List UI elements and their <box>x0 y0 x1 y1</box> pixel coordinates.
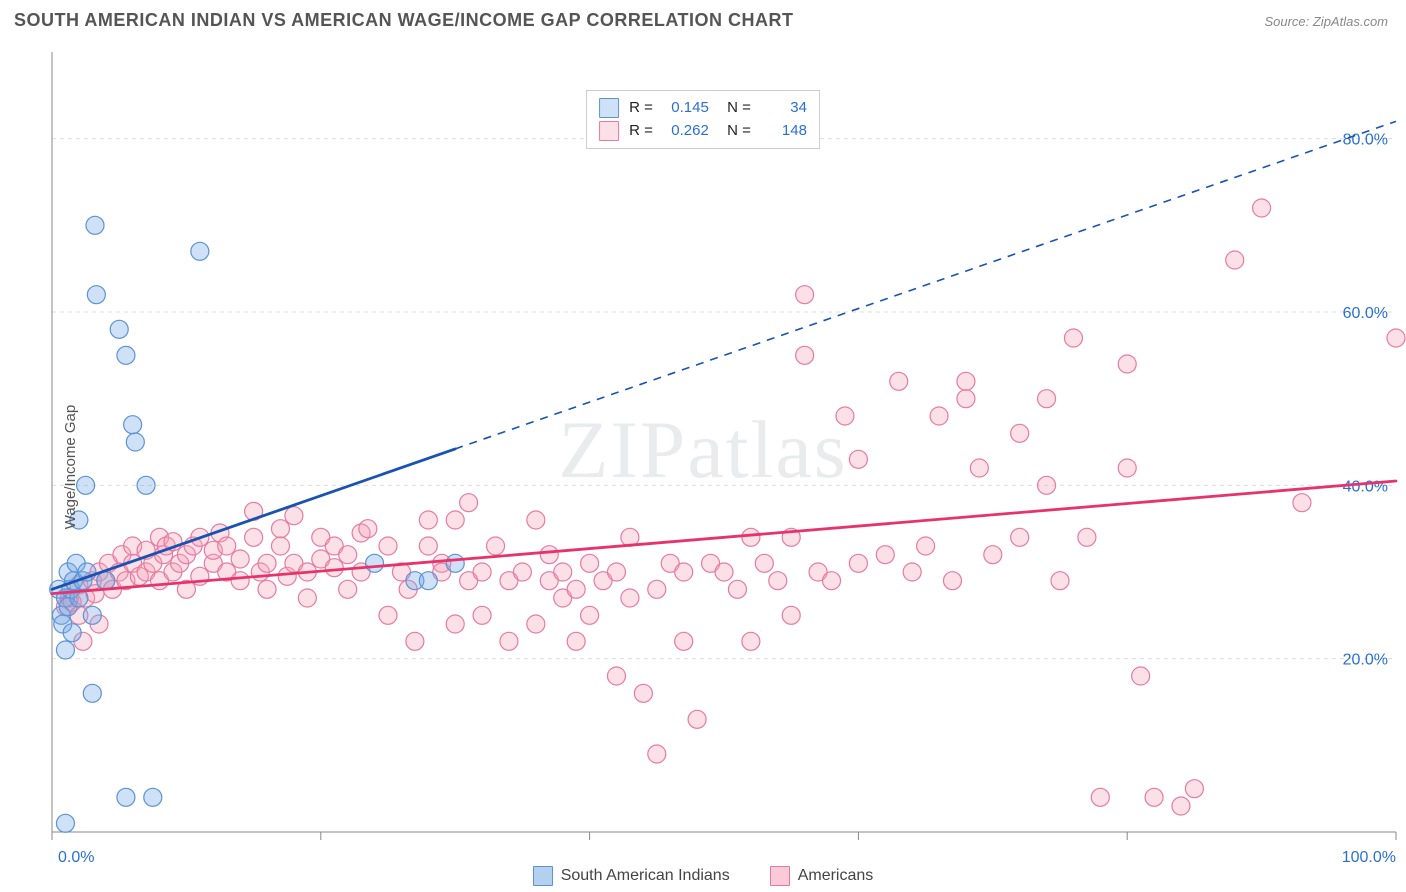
y-axis-label: Wage/Income Gap <box>62 405 79 530</box>
swatch-am-bottom <box>770 866 790 886</box>
svg-text:60.0%: 60.0% <box>1343 305 1388 322</box>
correlation-legend: R = 0.145 N = 34 R = 0.262 N = 148 <box>586 90 820 149</box>
legend-row-am: R = 0.262 N = 148 <box>599 120 807 143</box>
swatch-sai-bottom <box>533 866 553 886</box>
svg-text:100.0%: 100.0% <box>1342 849 1396 866</box>
source-attribution: Source: ZipAtlas.com <box>1264 14 1388 29</box>
r-value-am: 0.262 <box>663 120 709 143</box>
r-value-sai: 0.145 <box>663 97 709 120</box>
n-label: N = <box>719 120 751 143</box>
legend-item-sai: South American Indians <box>533 866 730 886</box>
n-value-sai: 34 <box>761 97 807 120</box>
chart-title: SOUTH AMERICAN INDIAN VS AMERICAN WAGE/I… <box>14 10 794 30</box>
n-label: N = <box>719 97 751 120</box>
svg-text:80.0%: 80.0% <box>1343 132 1388 149</box>
legend-label-sai: South American Indians <box>561 867 730 885</box>
svg-text:20.0%: 20.0% <box>1343 652 1388 669</box>
n-value-am: 148 <box>761 120 807 143</box>
series-legend: South American Indians Americans <box>0 866 1406 886</box>
legend-row-sai: R = 0.145 N = 34 <box>599 97 807 120</box>
legend-label-am: Americans <box>798 867 874 885</box>
r-label: R = <box>629 120 653 143</box>
r-label: R = <box>629 97 653 120</box>
legend-item-am: Americans <box>770 866 874 886</box>
svg-text:0.0%: 0.0% <box>58 849 94 866</box>
swatch-am <box>599 121 619 141</box>
swatch-sai <box>599 98 619 118</box>
scatter-chart: 20.0%40.0%60.0%80.0%0.0%100.0% <box>0 42 1406 892</box>
